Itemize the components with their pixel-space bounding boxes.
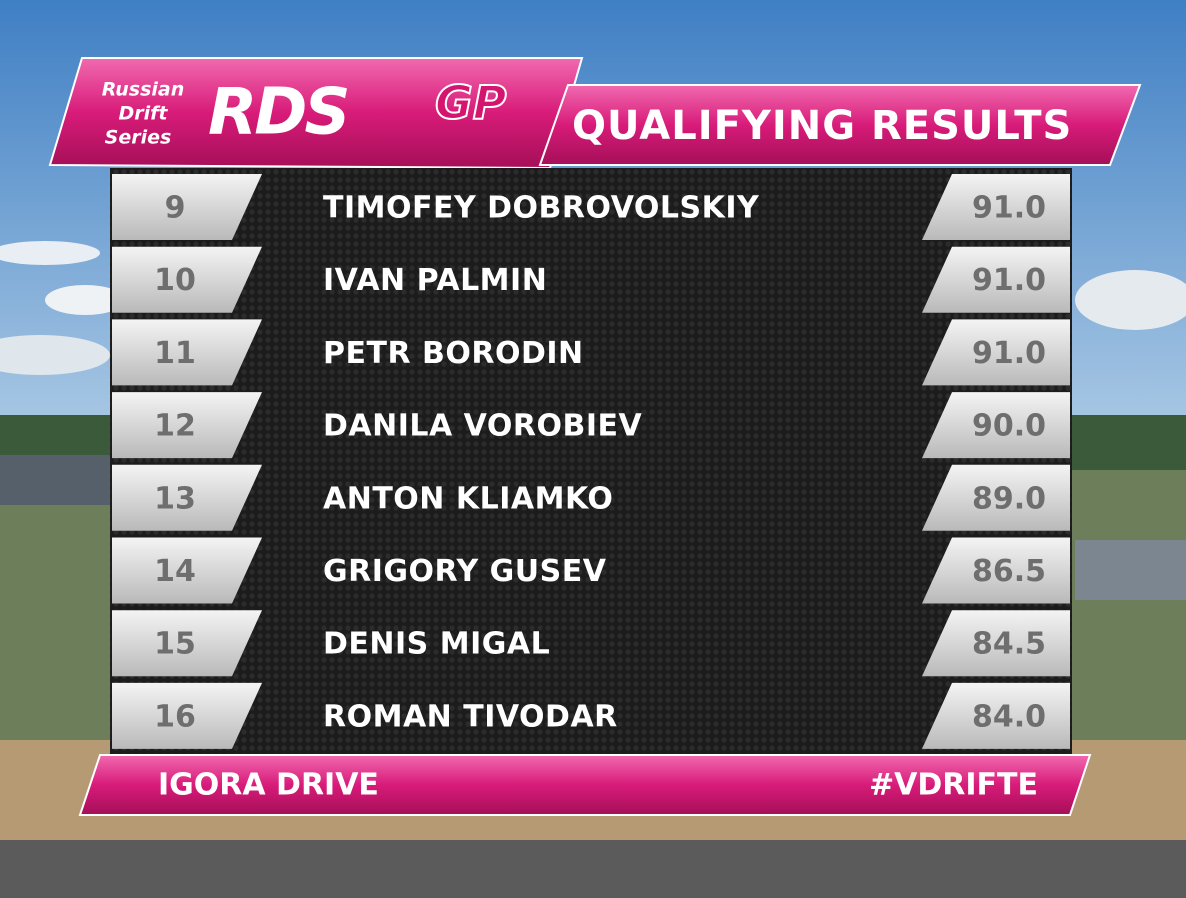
rows: 9 TIMOFEY DOBROVOLSKIY 91.0 10 IVAN PALMIN 91… [112,174,1070,749]
logo-suffix: GP [435,76,507,130]
position-box [112,174,262,240]
footer-bar [78,754,1092,816]
score-box [922,319,1070,386]
score: 91.0 [972,191,1046,226]
position-box [112,246,262,313]
title-bar [538,84,1142,166]
cloud [0,241,100,265]
score-box [922,610,1070,677]
position: 10 [154,263,196,298]
track [0,840,1186,898]
score-box [922,464,1070,531]
score-box [922,392,1070,459]
driver-name: PETR BORODIN [323,336,584,371]
position: 13 [154,481,196,516]
driver-name: TIMOFEY DOBROVOLSKIY [323,191,760,226]
logo-mark: RDS [208,76,348,150]
cloud [1075,270,1186,330]
cloud [45,285,125,315]
driver-name: GRIGORY GUSEV [323,554,607,589]
position-box [112,682,262,749]
score: 91.0 [972,336,1046,371]
driver-name: ANTON KLIAMKO [323,481,613,516]
title: QUALIFYING RESULTS [572,103,1072,149]
position-box [112,610,262,677]
position-box [112,537,262,604]
score-box [922,246,1070,313]
driver-name: DENIS MIGAL [323,627,550,662]
logo-tagline: Series [105,127,172,149]
score: 91.0 [972,263,1046,298]
position: 11 [154,336,196,371]
score: 90.0 [972,409,1046,444]
position: 16 [154,699,196,734]
grandstand [0,455,110,505]
score: 89.0 [972,481,1046,516]
position-box [112,319,262,386]
position: 15 [154,627,196,662]
position: 14 [154,554,196,589]
driver-name: ROMAN TIVODAR [323,699,618,734]
logo-tagline: Drift [118,103,168,125]
cloud [0,335,110,375]
building [1075,540,1186,600]
logo-tagline: Russian [102,79,185,101]
score: 84.5 [972,627,1046,662]
position-box [112,464,262,531]
driver-name: IVAN PALMIN [323,263,547,298]
hashtag: #VDRIFTE [869,768,1038,803]
score: 84.0 [972,699,1046,734]
score-box [922,537,1070,604]
score-box [922,682,1070,749]
logo-plate [48,57,584,170]
score: 86.5 [972,554,1046,589]
venue: IGORA DRIVE [158,768,379,803]
driver-name: DANILA VOROBIEV [323,409,642,444]
position-box [112,392,262,459]
position: 9 [165,191,186,226]
table-panel [110,168,1072,754]
position: 12 [154,409,196,444]
score-box [922,174,1070,240]
